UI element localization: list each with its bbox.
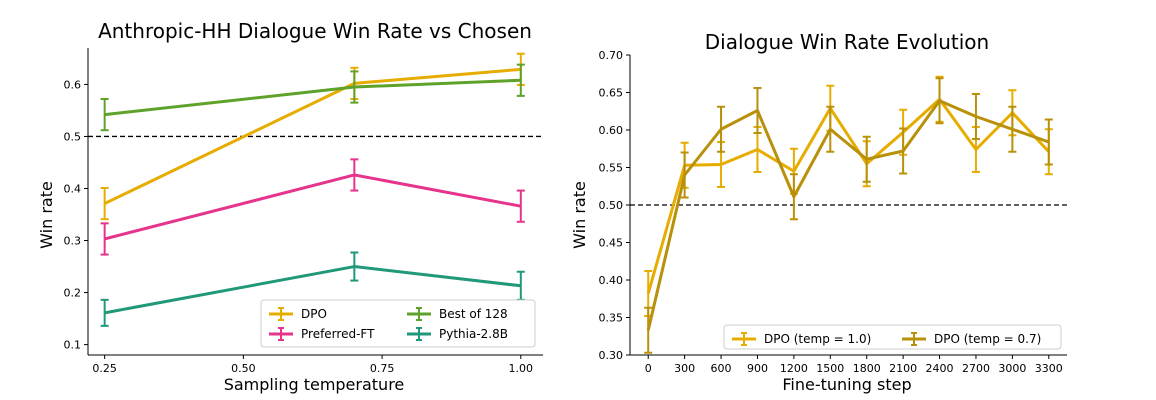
left-legend-label: Best of 128 [439,307,508,321]
right-y-tick-label: 0.55 [599,162,624,175]
right-y-tick-label: 0.40 [599,274,624,287]
right-x-tick-label: 300 [674,362,695,375]
left-legend: DPO Best of 128 Preferred-FT Pythia-2.8B [260,299,536,348]
left-legend-label: DPO [301,307,327,321]
right-x-axis-title: Fine-tuning step [782,375,911,394]
right-x-tick-label: 2400 [926,362,954,375]
right-y-tick-label: 0.65 [599,87,624,100]
left-x-tick-label: 0.50 [231,362,256,375]
right-legend-item: DPO (temp = 0.7) [902,332,1041,346]
right-legend-box [723,324,1062,350]
left-series-line [104,78,521,117]
right-x-tick-label: 2700 [962,362,990,375]
left-legend-label: Preferred-FT [301,327,375,341]
right-x-tick-label: 900 [747,362,768,375]
right-legend: DPO (temp = 1.0) DPO (temp = 0.7) [723,324,1062,350]
right-y-tick-label: 0.50 [599,199,624,212]
left-series-line [104,173,522,241]
left-y-tick-label: 0.3 [64,235,82,248]
left-legend-item: DPO [269,307,327,321]
left-y-tick-label: 0.4 [64,182,82,195]
right-y-tick-label: 0.35 [599,312,624,325]
left-chart-title: Anthropic-HH Dialogue Win Rate vs Chosen [98,19,532,43]
left-legend-box [260,299,536,348]
right-x-tick-label: 1200 [780,362,808,375]
left-x-tick-label: 1.00 [509,362,534,375]
left-legend-item: Best of 128 [407,307,508,321]
right-x-tick-label: 3000 [998,362,1026,375]
right-y-tick-label: 0.30 [599,349,624,362]
right-plot-area: 0.30 0.35 0.40 0.45 0.50 0.55 0.60 0.65 0.70 0 300… [599,49,1067,375]
right-x-tick-label: 1800 [853,362,881,375]
right-series-line [646,99,1050,331]
right-chart: Dialogue Win Rate Evolution 0.30 0.35 0.40… [570,30,1067,394]
right-y-tick-label: 0.60 [599,124,624,137]
left-plot-area: 0.1 0.2 0.3 0.4 0.5 0.6 0.25 0.50 0.75 1.00 DPO Bes… [64,48,543,375]
left-legend-label: Pythia-2.8B [439,327,508,341]
right-chart-title: Dialogue Win Rate Evolution [705,30,989,54]
left-y-tick-label: 0.1 [64,339,82,352]
left-series-2 [100,158,525,256]
right-x-tick-label: 600 [711,362,732,375]
left-x-tick-label: 0.75 [370,362,395,375]
left-y-tick-label: 0.2 [64,287,82,300]
right-legend-item: DPO (temp = 1.0) [732,332,871,346]
right-series-0 [644,75,1053,317]
left-series-3 [100,251,525,327]
right-y-tick-label: 0.70 [599,49,624,62]
right-y-tick-label: 0.45 [599,237,624,250]
left-x-axis-title: Sampling temperature [224,375,405,394]
right-legend-label: DPO (temp = 0.7) [934,332,1041,346]
right-series-1 [644,77,1053,354]
left-y-axis-title: Win rate [37,181,56,249]
right-series-line [646,97,1050,294]
right-x-tick-label: 3300 [1035,362,1063,375]
right-x-tick-label: 2100 [889,362,917,375]
left-legend-item: Pythia-2.8B [407,327,508,341]
right-legend-label: DPO (temp = 1.0) [764,332,871,346]
left-legend-item: Preferred-FT [269,327,375,341]
left-series-1 [100,63,525,132]
left-x-tick-label: 0.25 [92,362,117,375]
right-x-tick-label: 0 [645,362,652,375]
left-y-tick-label: 0.6 [64,78,82,91]
left-chart: Anthropic-HH Dialogue Win Rate vs Chosen… [37,19,543,394]
right-y-axis-title: Win rate [570,181,589,249]
left-y-tick-label: 0.5 [64,130,82,143]
right-x-tick-label: 1500 [816,362,844,375]
